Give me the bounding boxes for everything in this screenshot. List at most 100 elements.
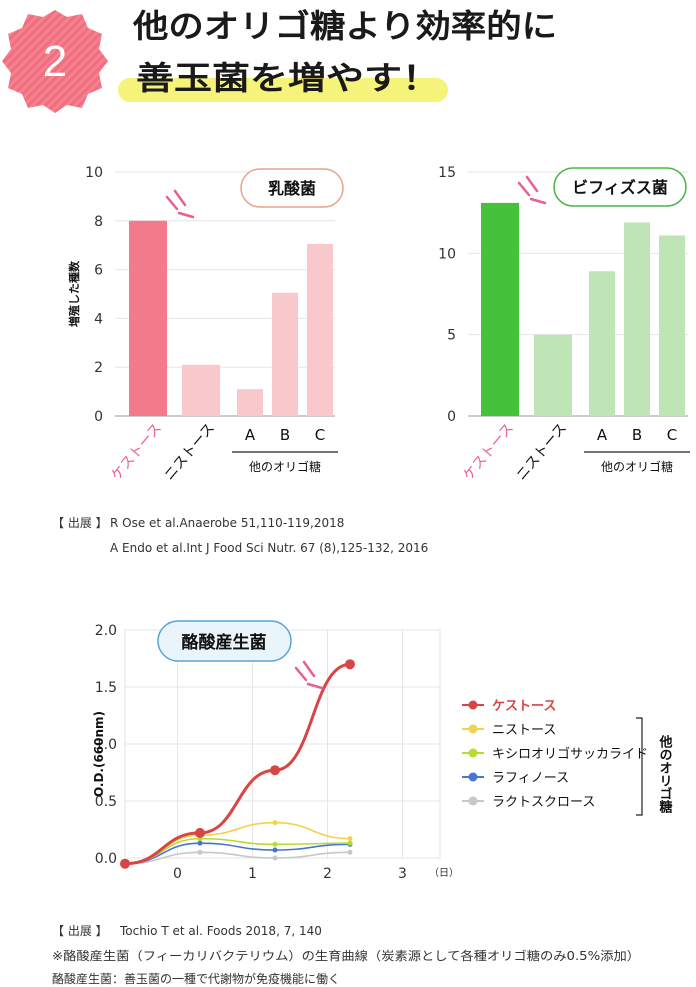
y-tick-label: 0 — [447, 409, 456, 425]
legend-swatch-dot — [468, 724, 478, 734]
data-point-lactosucrose — [347, 849, 353, 855]
title-highlight — [118, 78, 448, 102]
bar-other-A — [589, 271, 615, 416]
legend-group-label: 他のオリゴ糖 — [657, 734, 674, 814]
bar-other-A — [237, 389, 263, 416]
data-point-kestose — [270, 765, 280, 776]
category-label: ケストース — [460, 420, 517, 483]
category-label: A — [245, 426, 256, 444]
legend-swatch-dot — [468, 700, 478, 710]
series-line-lactosucrose — [124, 851, 351, 865]
note-line-1: ※酪酸産生菌（フィーカリバクテリウム）の生育曲線（炭素源として各種オリゴ糖のみ0… — [52, 948, 640, 963]
series-line-raffinose — [124, 842, 351, 865]
y-tick-label: 15 — [438, 165, 456, 181]
data-point-lactosucrose — [197, 849, 203, 855]
y-tick-label: 1.0 — [95, 737, 117, 753]
data-point-lactosucrose — [272, 855, 278, 861]
y-tick-label: 8 — [94, 214, 103, 230]
emphasis-marks-stroke-2 — [173, 189, 187, 207]
source-label-1: 【 出展 】 — [52, 516, 108, 530]
chart-badge-pill — [157, 620, 292, 662]
chart-badge-text: 乳酸菌 — [268, 179, 316, 198]
data-point-xylo-oligosaccharide — [272, 841, 278, 847]
chart-badge-text: ビフィズス菌 — [572, 178, 668, 197]
data-point-kestose — [195, 827, 205, 838]
bar-other-C — [659, 235, 685, 416]
badge-shape — [2, 10, 108, 113]
category-label: A — [597, 426, 608, 444]
y-tick-label: 0.0 — [95, 851, 117, 867]
legend-swatch-dot — [468, 796, 478, 806]
legend-label: ニストース — [492, 723, 556, 738]
bar-nistose — [534, 334, 572, 416]
legend-label: ラフィノース — [492, 771, 569, 786]
y-tick-label: 2 — [94, 360, 103, 376]
y-tick-label: 2.0 — [95, 623, 117, 639]
x-tick-label: 2 — [323, 866, 332, 882]
x-tick-label: 1 — [248, 866, 257, 882]
legend-label: ラクトスクロース — [492, 795, 595, 810]
note-line-2: 酪酸産生菌：善玉菌の一種で代謝物が免疫機能に働く — [52, 971, 340, 986]
emphasis-marks-stroke-3 — [529, 197, 547, 205]
group-label: 他のオリゴ糖 — [249, 459, 321, 474]
butyrate-line-chart: 0.0 0.5 1.0 1.5 2.0 0 1 2 3 （日） O.D.(660nm) 酪酸産生菌ケス… — [92, 620, 674, 882]
x-axis-unit: （日） — [429, 867, 459, 879]
legend-label: ケストース — [492, 699, 556, 714]
legend-swatch-dot — [468, 772, 478, 782]
emphasis-marks-stroke-1 — [517, 181, 531, 197]
bar-nistose — [182, 364, 220, 416]
number-badge: 2 — [2, 10, 108, 113]
source-line-3: Tochio T et al. Foods 2018, 7, 140 — [119, 924, 322, 938]
data-point-xylo-oligosaccharide — [347, 840, 353, 846]
bar-other-B — [624, 222, 650, 416]
category-label: ニストース — [161, 420, 218, 483]
series-line-kestose — [124, 662, 351, 866]
y-tick-label: 5 — [447, 328, 456, 344]
bar-other-C — [307, 243, 333, 416]
category-label: C — [667, 426, 677, 444]
category-label: B — [632, 426, 642, 444]
data-point-nistose — [347, 836, 353, 842]
source-line-1: R Ose et al.Anaerobe 51,110-119,2018 — [110, 516, 344, 530]
emphasis-marks-stroke-1 — [294, 666, 308, 682]
title-line-2: 善玉菌を増やす！ — [136, 59, 440, 97]
source-label-2: 【 出展 】 — [52, 924, 108, 938]
emphasis-marks-stroke-2 — [302, 660, 316, 678]
y-tick-label: 10 — [438, 246, 456, 262]
emphasis-marks-stroke-3 — [177, 211, 195, 219]
y-tick-label: 4 — [94, 311, 103, 327]
bar-other-B — [272, 292, 298, 416]
series-line-xylo-oligosaccharide — [124, 837, 351, 865]
x-tick-label: 0 — [173, 866, 182, 882]
chart-badge-text: 酪酸産生菌 — [182, 632, 267, 653]
y-tick-label: 0 — [94, 409, 103, 425]
emphasis-marks-stroke-3 — [306, 682, 324, 690]
category-label: ニストース — [513, 420, 570, 483]
data-point-kestose — [120, 858, 130, 869]
chart-badge-pill — [553, 167, 687, 207]
data-point-kestose — [345, 659, 355, 670]
data-point-raffinose — [272, 847, 278, 853]
y-tick-label: 6 — [94, 263, 103, 279]
x-tick-label: 3 — [398, 866, 407, 882]
y-axis-label: O.D.(660nm) — [92, 711, 106, 797]
y-axis-label: 増殖した種数 — [67, 260, 81, 327]
legend-swatch-dot — [468, 748, 478, 758]
category-label: B — [280, 426, 290, 444]
y-tick-label: 1.5 — [95, 680, 117, 696]
data-point-raffinose — [197, 840, 203, 846]
legend-label: キシロオリゴサッカライド — [492, 746, 648, 762]
emphasis-marks-stroke-2 — [525, 175, 539, 193]
bar-kestose — [481, 202, 519, 416]
title-line-1: 他のオリゴ糖より効率的に — [132, 7, 557, 45]
data-point-nistose — [272, 820, 278, 826]
bar-kestose — [129, 220, 167, 416]
category-label: C — [315, 426, 325, 444]
y-tick-label: 10 — [85, 165, 103, 181]
source-line-2: A Endo et al.Int J Food Sci Nutr. 67 (8)… — [110, 541, 428, 555]
badge-number: 2 — [43, 37, 67, 86]
category-label: ケストース — [108, 420, 165, 483]
